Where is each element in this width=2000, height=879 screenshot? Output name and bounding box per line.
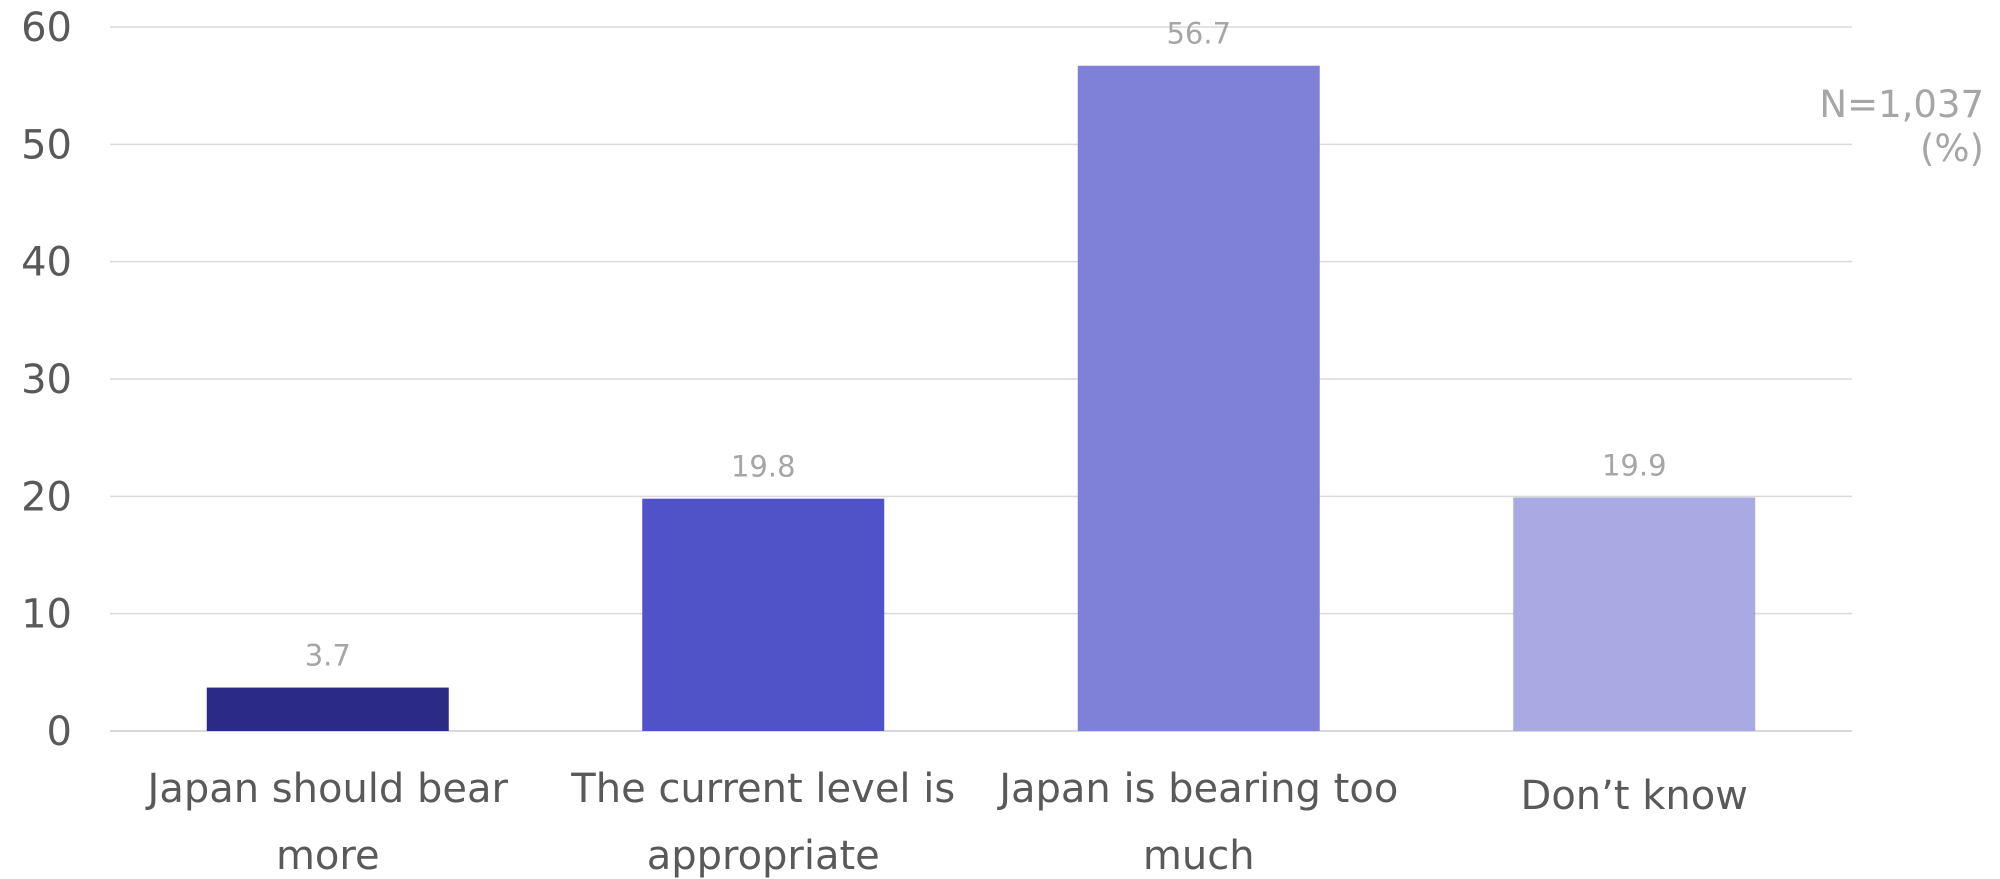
bar [642, 498, 885, 731]
data-label: 56.7 [1166, 17, 1231, 51]
bar [1513, 497, 1756, 731]
data-labels: 3.7 19.8 56.7 19.9 [305, 17, 1667, 673]
x-tick-line: appropriate [647, 833, 880, 879]
x-tick-label: Japan should bear more [145, 766, 509, 879]
y-tick-label: 40 [21, 240, 72, 286]
x-tick-line: Don’t know [1521, 773, 1748, 819]
x-tick-line: much [1143, 833, 1255, 879]
x-axis-ticks: Japan should bear more The current level i… [145, 766, 1748, 879]
bars [206, 65, 1756, 732]
data-label: 3.7 [305, 639, 351, 673]
x-tick-label: Japan is bearing too much [996, 766, 1398, 879]
y-tick-label: 30 [21, 357, 72, 403]
x-tick-line: more [276, 833, 380, 879]
bar [1077, 65, 1320, 732]
x-tick-line: The current level is [570, 766, 955, 812]
x-tick-line: Japan is bearing too [996, 766, 1398, 812]
sample-size-note: N=1,037 [1819, 83, 1984, 126]
data-label: 19.9 [1602, 449, 1667, 483]
x-tick-label: Don’t know [1521, 773, 1748, 819]
x-tick-label: The current level is appropriate [570, 766, 955, 879]
y-tick-label: 20 [21, 474, 72, 520]
y-tick-label: 60 [21, 5, 72, 51]
y-tick-label: 10 [21, 592, 72, 638]
unit-note: (%) [1920, 127, 1984, 170]
y-tick-label: 50 [21, 122, 72, 168]
bar [206, 687, 449, 731]
y-axis-ticks: 0 10 20 30 40 50 60 [21, 5, 72, 755]
x-tick-line: Japan should bear [145, 766, 509, 812]
y-tick-label: 0 [47, 709, 72, 755]
data-label: 19.8 [731, 450, 796, 484]
